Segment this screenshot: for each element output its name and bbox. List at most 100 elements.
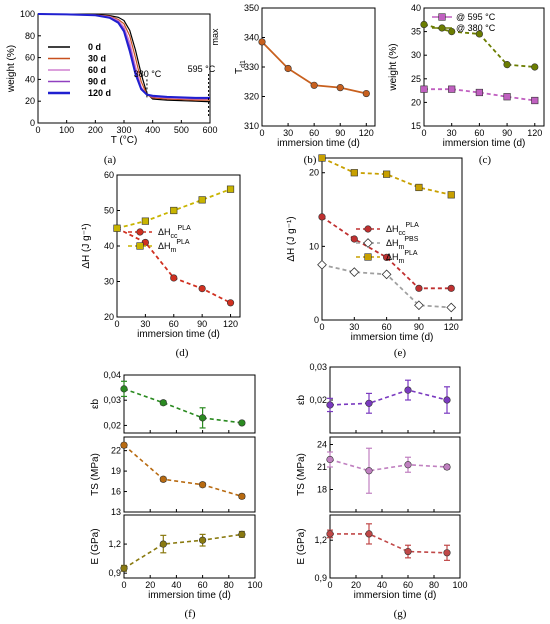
series-line [123, 533, 243, 569]
data-point [447, 191, 455, 199]
y-tick-label: 20 [25, 96, 35, 106]
legend-entry-sup: PLA [406, 222, 420, 229]
x-tick-label: 100 [247, 580, 262, 590]
x-tick-label: 20 [351, 580, 361, 590]
data-point [159, 399, 167, 407]
y-axis-label-sup: max [210, 28, 220, 46]
y-tick-label: 19 [111, 466, 121, 476]
y-tick-label: 0,03 [103, 395, 121, 405]
x-tick-label: 30 [447, 128, 457, 138]
y-axis-label: E (GPa) [90, 528, 101, 564]
x-axis-label: immersion time (d) [148, 590, 231, 601]
y-tick-label: 40 [104, 241, 114, 251]
panel-caption: (e) [394, 347, 407, 359]
data-point [365, 467, 373, 475]
y-axis-label: TS (MPa) [90, 453, 101, 496]
data-point [120, 385, 128, 393]
legend-entry-sup: PLA [178, 225, 192, 232]
panel-a: 0 100 200 300 400 500 600 0 20 40 60 80 100 T (°C) wei… [6, 9, 218, 166]
panel-caption: (a) [104, 154, 117, 166]
data-point [381, 269, 392, 280]
series-line [330, 533, 448, 554]
x-tick-label: 20 [145, 580, 155, 590]
series-line [424, 88, 535, 102]
legend-entry-main: ΔH [158, 227, 171, 237]
x-tick-label: 0 [259, 128, 264, 138]
y-tick-label: 13 [111, 507, 121, 517]
x-tick-label: 500 [174, 125, 189, 135]
x-tick-label: 300 [116, 125, 131, 135]
x-tick-label: 40 [377, 580, 387, 590]
data-point [448, 85, 456, 93]
legend-entry: 60 d [88, 65, 106, 75]
plot-frame [423, 7, 545, 127]
x-tick-label: 60 [403, 580, 413, 590]
legend-entry: 120 d [88, 88, 111, 98]
data-point [365, 399, 373, 407]
data-point [365, 530, 373, 538]
data-point [531, 63, 539, 71]
y-tick-label: 0,04 [103, 370, 121, 380]
data-point [318, 154, 326, 162]
x-tick-label: 60 [198, 580, 208, 590]
data-point [199, 536, 207, 544]
data-point [448, 28, 456, 36]
data-point [404, 461, 412, 469]
y-tick-label: 30 [104, 277, 114, 287]
y-tick-label: 0 [314, 315, 319, 325]
x-tick-label: 80 [224, 580, 234, 590]
data-point [336, 84, 344, 92]
panel-f: 0,02 0,03 0,04 εb 13 16 19 22 TS (MPa) 0,9 1,2 E (G… [90, 370, 263, 620]
x-tick-label: 30 [283, 128, 293, 138]
x-axis-label: immersion time (d) [277, 138, 360, 149]
data-point [159, 475, 167, 483]
x-tick-label: 30 [349, 322, 359, 332]
data-point [318, 213, 326, 221]
legend-marker [363, 238, 373, 248]
y-tick-label: 50 [104, 206, 114, 216]
data-point [226, 185, 235, 193]
data-point [475, 88, 483, 97]
x-tick-label: 0 [114, 319, 119, 329]
legend-marker [364, 225, 372, 233]
y-tick-label: 0,02 [103, 420, 121, 430]
x-tick-label: 90 [414, 322, 424, 332]
series-line-120d [37, 13, 210, 99]
y-tick-label: 0 [30, 118, 35, 128]
x-tick-label: 0 [121, 580, 126, 590]
y-tick-label: 80 [25, 31, 35, 41]
y-axis-label: weight (%) [6, 45, 17, 93]
data-point [199, 481, 207, 489]
x-tick-label: 60 [309, 128, 319, 138]
y-tick-label: 0,03 [309, 362, 327, 372]
data-point [362, 89, 370, 98]
x-tick-label: 80 [429, 580, 439, 590]
y-tick-label: 40 [25, 74, 35, 84]
legend-entry: ΔHccPLA [158, 225, 191, 240]
y-tick-label: 22 [111, 446, 121, 456]
y-tick-label: 350 [244, 3, 259, 13]
legend-entry-main: ΔH [386, 238, 399, 248]
legend-entry-sub: cc [171, 233, 179, 240]
x-axis-label: immersion time (d) [443, 138, 526, 149]
x-tick-label: 400 [145, 125, 160, 135]
y-axis-label: ΔH (J g⁻¹) [81, 223, 92, 268]
panel-b: 0 30 60 90 120 310 320 330 340 350 immersion time … [210, 3, 376, 166]
x-tick-label: 600 [202, 125, 217, 135]
series-line [123, 388, 243, 424]
y-axis-label: E (GPa) [296, 528, 307, 564]
data-point [258, 38, 266, 46]
y-tick-label: 20 [411, 97, 421, 107]
x-tick-label: 120 [223, 319, 238, 329]
data-point [310, 81, 318, 89]
panel-c: 0 30 60 90 120 15 20 25 30 35 40 immersion time (d)… [388, 3, 545, 166]
data-point [503, 93, 511, 101]
x-axis-label: immersion time (d) [354, 590, 437, 601]
series-line [123, 444, 243, 498]
legend-entry: 90 d [88, 77, 106, 87]
panel-e: 0 30 60 90 120 0 10 20 immersion time (d) ΔH (J g… [286, 154, 463, 359]
series-line [329, 458, 448, 472]
data-point [415, 284, 423, 292]
data-point [326, 455, 334, 464]
